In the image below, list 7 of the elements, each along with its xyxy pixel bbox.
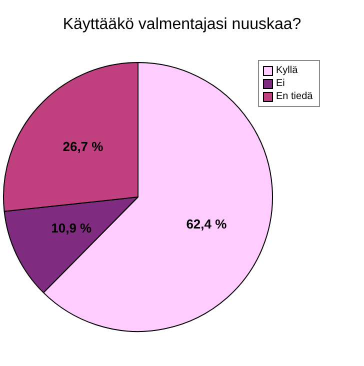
data-label: 10,9 % bbox=[51, 220, 92, 236]
data-label: 26,7 % bbox=[62, 139, 104, 154]
legend-label: En tiedä bbox=[276, 91, 313, 102]
legend-label: Kyllä bbox=[276, 65, 298, 76]
chart-title: Käyttääkö valmentajasi nuuskaa? bbox=[62, 16, 302, 34]
data-label: 62,4 % bbox=[186, 216, 228, 232]
legend-label: Ei bbox=[276, 78, 285, 89]
